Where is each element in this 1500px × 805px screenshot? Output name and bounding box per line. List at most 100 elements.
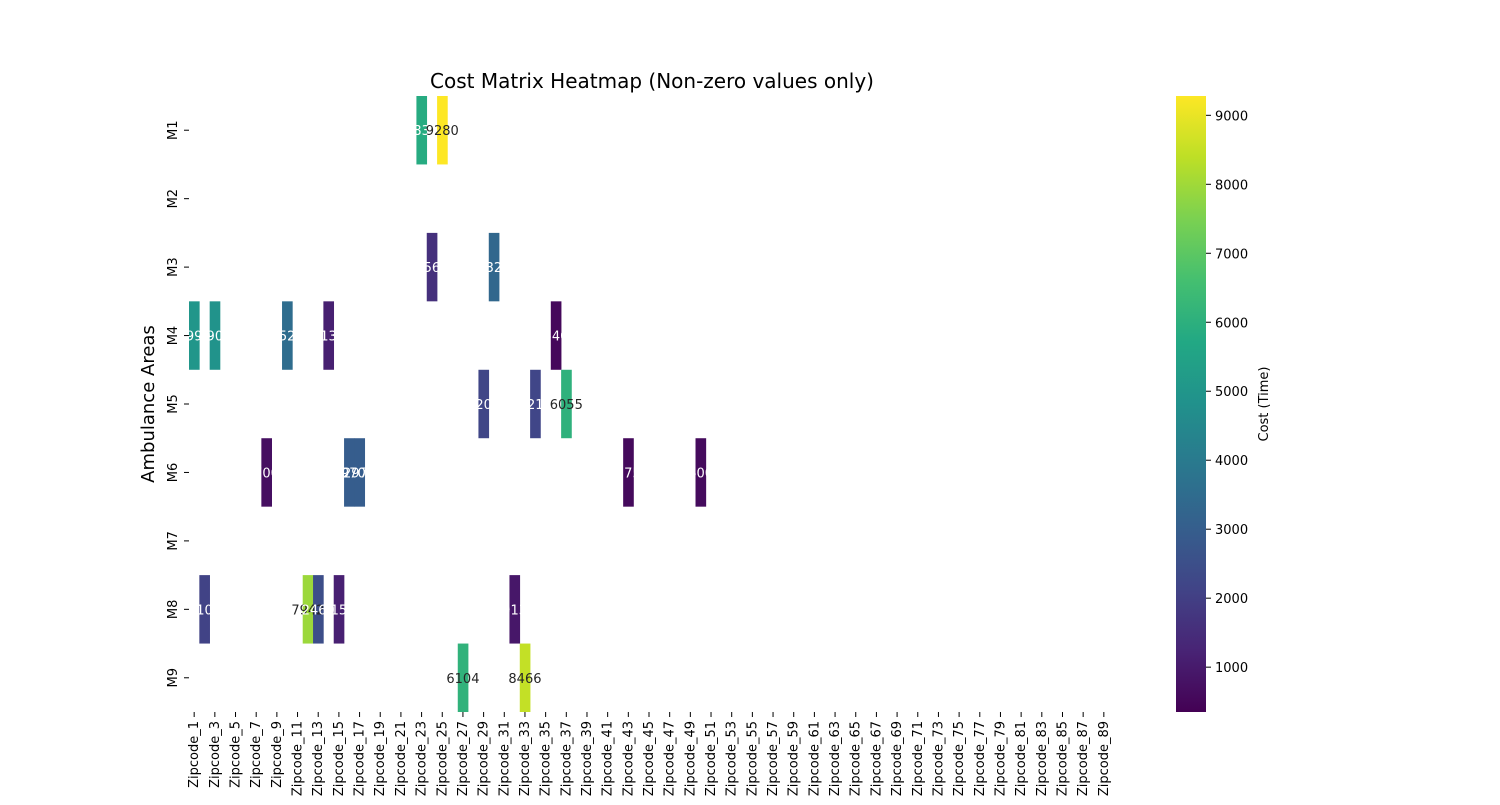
y-tick-label: M7: [166, 531, 181, 551]
heatmap-cell: [354, 438, 366, 507]
colorbar-tick-label: 3000: [1215, 523, 1248, 538]
x-tick-label: Zipcode_69: [890, 721, 905, 796]
colorbar-tick-label: 1000: [1215, 661, 1248, 676]
x-tick-label: Zipcode_3: [208, 721, 223, 788]
x-tick-label: Zipcode_13: [311, 721, 326, 796]
y-axis-label: Ambulance Areas: [138, 325, 159, 483]
cell-value-label: 6055: [550, 398, 583, 413]
cell-value-label: 2107: [188, 603, 221, 618]
x-tick-label: Zipcode_79: [993, 721, 1008, 796]
x-tick-label: Zipcode_37: [559, 721, 574, 796]
x-tick-label: Zipcode_9: [270, 721, 285, 788]
x-tick-label: Zipcode_29: [477, 721, 492, 796]
y-tick-label: M4: [166, 326, 181, 346]
x-tick-label: Zipcode_77: [973, 721, 988, 796]
cell-value-label: 2214: [519, 398, 552, 413]
x-tick-label: Zipcode_41: [601, 721, 616, 796]
x-tick-label: Zipcode_87: [1076, 721, 1091, 796]
heatmap-cell: [302, 575, 314, 644]
x-tick-label: Zipcode_23: [415, 721, 430, 796]
x-tick-label: Zipcode_73: [931, 721, 946, 796]
cell-value-label: 4902: [198, 330, 231, 345]
x-tick-label: Zipcode_67: [869, 721, 884, 796]
y-tick-label: M3: [166, 257, 181, 277]
colorbar-label: Cost (Time): [1257, 367, 1272, 442]
cell-value-label: 4990: [178, 330, 211, 345]
heatmap-cell: [282, 301, 293, 370]
x-tick-label: Zipcode_35: [539, 721, 554, 796]
y-tick-label: M5: [166, 394, 181, 414]
heatmap-cell: [261, 438, 272, 507]
x-tick-label: Zipcode_11: [291, 721, 306, 796]
colorbar-tick-label: 8000: [1215, 178, 1248, 193]
y-tick-label: M8: [166, 600, 181, 620]
x-tick-label: Zipcode_43: [621, 721, 636, 796]
cell-value-label: 2970: [333, 466, 366, 481]
cell-value-label: 575: [616, 466, 641, 481]
x-tick-label: Zipcode_49: [683, 721, 698, 796]
colorbar-tick-label: 4000: [1215, 454, 1248, 469]
x-tick-label: Zipcode_21: [394, 721, 409, 796]
heatmap-cell: [519, 643, 531, 712]
colorbar: Cost (Time) 1000 2000 3000 4000 5000 6000 7000…: [1176, 96, 1272, 712]
heatmap-cell: [189, 301, 200, 370]
cell-value-label: 1566: [415, 261, 448, 276]
heatmap-cell: [478, 369, 490, 439]
cell-value-label: 600: [688, 466, 713, 481]
y-axis-ticks: M1 M2 M3 M4 M5 M6 M7 M8 M9: [166, 120, 189, 688]
x-tick-label: Zipcode_63: [828, 721, 843, 796]
x-tick-label: Zipcode_89: [1097, 721, 1112, 796]
heatmap-cell: [333, 575, 345, 644]
heatmap-cell: [695, 438, 707, 507]
cell-value-label: 1151: [322, 603, 355, 618]
x-axis-ticks: Zipcode_1 Zipcode_3 Zipcode_5 Zipcode_7 Zipc…: [187, 712, 1112, 796]
x-tick-label: Zipcode_5: [229, 721, 244, 788]
cell-value-label: 2205: [467, 398, 500, 413]
x-tick-label: Zipcode_25: [435, 721, 450, 796]
cell-value-label: 2460: [302, 603, 335, 618]
x-tick-label: Zipcode_51: [704, 721, 719, 796]
cell-value-label: 5832: [405, 124, 438, 139]
cell-value-label: 9280: [426, 124, 459, 139]
cell-value-label: 6104: [446, 672, 479, 687]
heatmap-cell: [199, 575, 210, 644]
x-tick-label: Zipcode_57: [766, 721, 781, 796]
x-tick-label: Zipcode_15: [332, 721, 347, 796]
y-tick-label: M9: [166, 668, 181, 688]
cell-value-label: 1130: [312, 330, 345, 345]
heatmap-cell: [416, 96, 428, 165]
heatmap-cell: [313, 575, 324, 644]
x-tick-label: Zipcode_59: [787, 721, 802, 796]
cell-value-label: 700: [254, 466, 279, 481]
x-tick-label: Zipcode_19: [373, 721, 388, 796]
x-tick-label: Zipcode_55: [745, 721, 760, 796]
heatmap-cell: [561, 369, 572, 439]
heatmap-cell: [550, 301, 562, 370]
heatmap-cell: [323, 301, 335, 370]
chart-title: Cost Matrix Heatmap (Non-zero values onl…: [430, 69, 874, 93]
x-tick-label: Zipcode_47: [663, 721, 678, 796]
heatmap-cell: [344, 438, 355, 507]
x-tick-label: Zipcode_75: [952, 721, 967, 796]
heatmap-cell: [437, 96, 448, 165]
x-tick-label: Zipcode_81: [1014, 721, 1029, 796]
heatmap-cell: [457, 643, 469, 712]
colorbar-tick-label: 6000: [1215, 316, 1248, 331]
cell-value-label: 3328: [477, 261, 510, 276]
y-tick-label: M2: [166, 189, 181, 209]
heatmap-cell: [530, 369, 541, 439]
x-tick-label: Zipcode_83: [1035, 721, 1050, 796]
heatmap-cell: [488, 232, 500, 302]
colorbar-gradient: [1176, 96, 1206, 712]
heatmap-cell: [209, 301, 221, 370]
cell-value-label: 540: [544, 330, 569, 345]
y-tick-label: M1: [166, 120, 181, 140]
cell-value-label: 8466: [508, 672, 541, 687]
x-tick-label: Zipcode_71: [911, 721, 926, 796]
cell-value-label: 7942: [291, 603, 324, 618]
heatmap-cell: [509, 575, 521, 644]
colorbar-tick-label: 9000: [1215, 109, 1248, 124]
